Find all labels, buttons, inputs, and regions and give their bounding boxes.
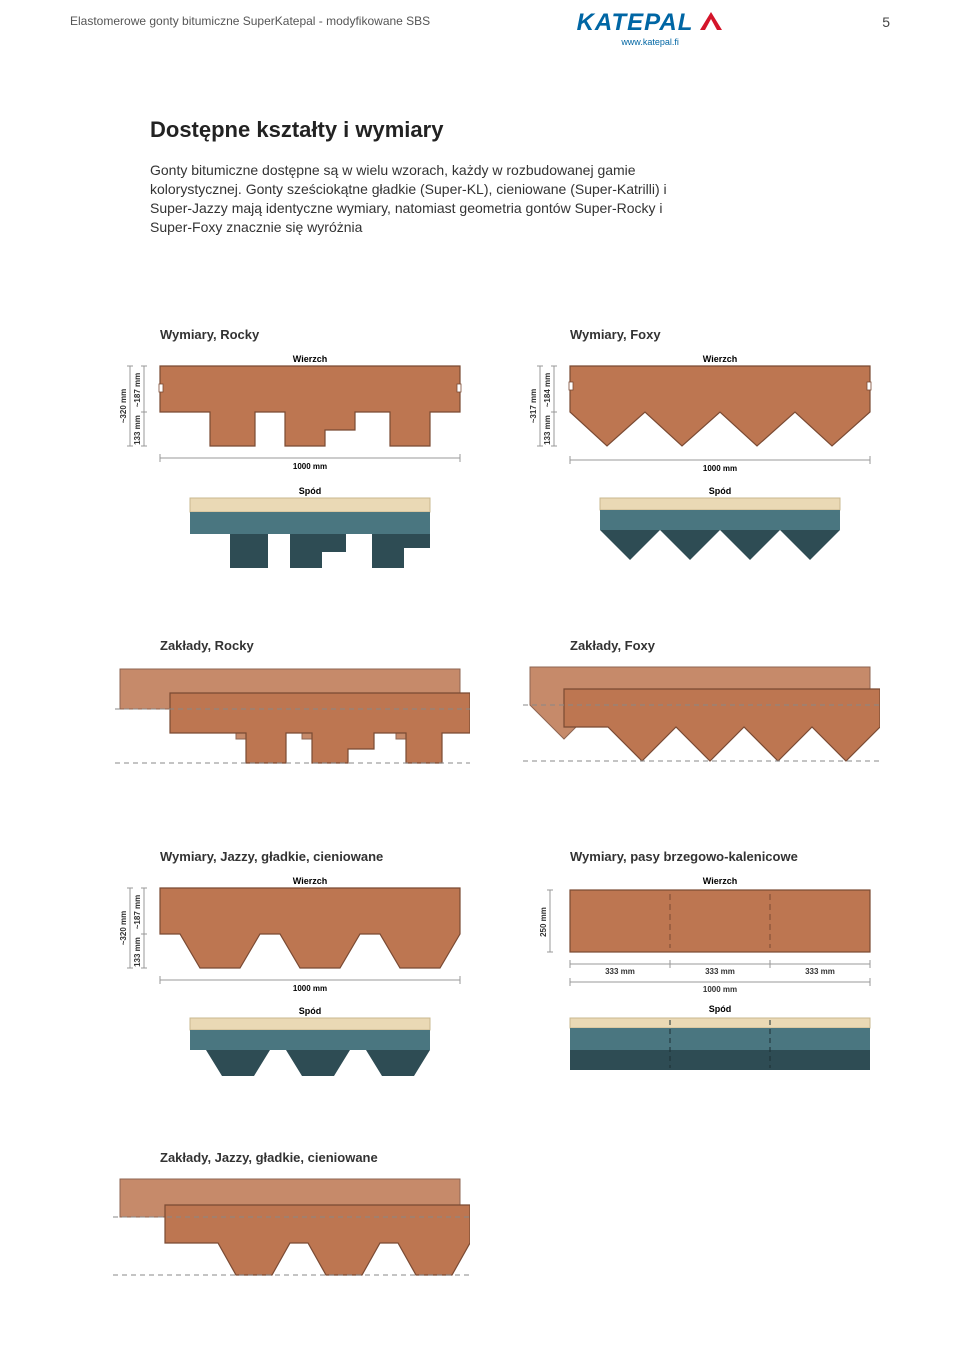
diagram-jazzy-overlap: Zakłady, Jazzy, gładkie, cieniowane [110,1150,480,1301]
svg-text:250 mm: 250 mm [539,907,548,937]
body-paragraph: Gonty bitumiczne dostępne są w wielu wzo… [150,161,670,237]
section-title: Dostępne kształty i wymiary [150,117,890,143]
diagram-grid: Wymiary, Rocky ~320 mm ~187 mm 133 mm Wi… [110,327,890,1301]
svg-text:~317 mm: ~317 mm [529,388,538,422]
page-number: 5 [870,10,890,30]
svg-text:Wierzch: Wierzch [293,876,327,886]
svg-text:333 mm: 333 mm [605,967,635,976]
svg-text:Wierzch: Wierzch [703,354,737,364]
logo-text: KATEPAL [577,9,693,36]
diagram-foxy: Wymiary, Foxy ~317 mm ~184 mm 133 mm Wie… [520,327,890,578]
diagram-jazzy: Wymiary, Jazzy, gładkie, cieniowane ~320… [110,849,480,1090]
svg-text:133 mm: 133 mm [133,415,142,445]
diagram-title: Wymiary, pasy brzegowo-kalenicowe [570,849,890,864]
svg-text:1000 mm: 1000 mm [293,984,327,993]
page: Elastomerowe gonty bitumiczne SuperKatep… [0,0,960,1361]
svg-text:Wierzch: Wierzch [703,876,737,886]
diagram-title: Wymiary, Rocky [160,327,480,342]
svg-text:333 mm: 333 mm [805,967,835,976]
svg-text:133 mm: 133 mm [543,415,552,445]
diagram-title: Zakłady, Foxy [570,638,890,653]
logo: KATEPAL [577,10,724,35]
svg-text:Spód: Spód [299,486,322,496]
foxy-overlap-svg [520,659,880,789]
svg-text:1000 mm: 1000 mm [703,985,737,994]
svg-text:1000 mm: 1000 mm [703,464,737,473]
logo-url: www.katepal.fi [621,37,679,47]
svg-text:Spód: Spód [709,1004,732,1014]
svg-text:~187 mm: ~187 mm [133,894,142,928]
page-header: Elastomerowe gonty bitumiczne SuperKatep… [70,10,890,47]
jazzy-svg: ~320 mm ~187 mm 133 mm Wierzch 1000 mm S… [110,870,470,1090]
svg-text:333 mm: 333 mm [705,967,735,976]
svg-text:~187 mm: ~187 mm [133,372,142,406]
svg-text:Spód: Spód [299,1006,322,1016]
svg-text:133 mm: 133 mm [133,937,142,967]
ridge-svg: 250 mm Wierzch 333 mm 333 mm 333 mm 1000… [520,870,880,1090]
diagram-rocky-overlap: Zakłady, Rocky [110,638,480,789]
diagram-ridge: Wymiary, pasy brzegowo-kalenicowe 250 mm… [520,849,890,1090]
svg-text:~320 mm: ~320 mm [119,388,128,422]
svg-text:Spód: Spód [709,486,732,496]
diagram-title: Wymiary, Foxy [570,327,890,342]
svg-text:~184 mm: ~184 mm [543,372,552,406]
logo-mark-icon [698,10,724,32]
svg-text:~320 mm: ~320 mm [119,910,128,944]
diagram-title: Zakłady, Jazzy, gładkie, cieniowane [160,1150,480,1165]
rocky-overlap-svg [110,659,470,789]
diagram-foxy-overlap: Zakłady, Foxy [520,638,890,789]
content-block: Dostępne kształty i wymiary Gonty bitumi… [150,117,890,237]
svg-text:1000 mm: 1000 mm [293,462,327,471]
doc-title: Elastomerowe gonty bitumiczne SuperKatep… [70,10,430,28]
foxy-svg: ~317 mm ~184 mm 133 mm Wierzch 1000 mm S… [520,348,880,578]
empty-cell [520,1150,890,1301]
svg-text:Wierzch: Wierzch [293,354,327,364]
rocky-svg: ~320 mm ~187 mm 133 mm Wierzch 1000 mm S… [110,348,470,578]
diagram-title: Wymiary, Jazzy, gładkie, cieniowane [160,849,480,864]
diagram-rocky: Wymiary, Rocky ~320 mm ~187 mm 133 mm Wi… [110,327,480,578]
jazzy-overlap-svg [110,1171,470,1301]
diagram-title: Zakłady, Rocky [160,638,480,653]
logo-block: KATEPAL www.katepal.fi [577,10,724,47]
